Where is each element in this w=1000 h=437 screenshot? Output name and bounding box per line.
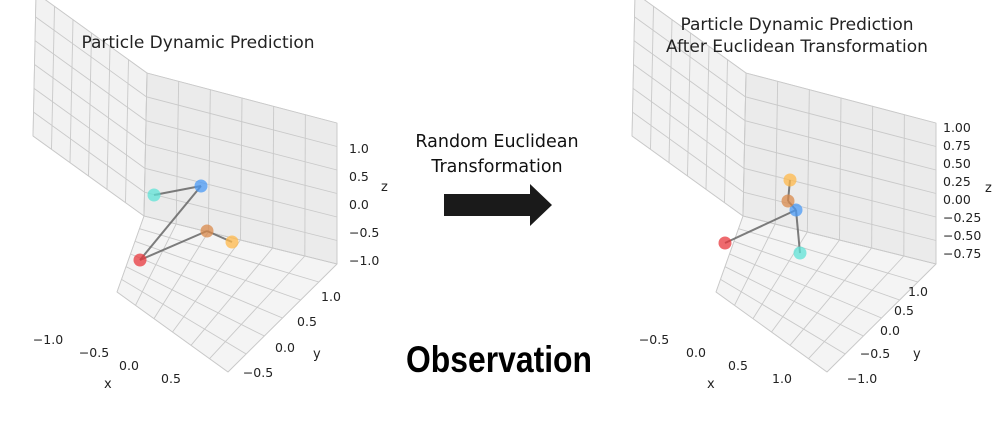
- observation-label: Observation: [406, 339, 592, 380]
- right-gridlines: [631, 0, 937, 373]
- z-tick-label: 0.25: [943, 174, 971, 189]
- left-grid-hline: [631, 135, 744, 217]
- left-grid-vline: [631, 0, 636, 137]
- transform-label: Random Euclidean Transformation: [415, 132, 578, 177]
- z-tick-label: 1.00: [943, 120, 971, 135]
- back-grid-hline: [743, 191, 937, 241]
- floor-grid-line: [826, 263, 937, 373]
- right-3d-plot: −0.5 0.0 0.5 1.0 −1.0 −0.5 0.0 0.5 1.0 −0.75 −0.50…: [631, 0, 992, 392]
- left-zlabel: z: [381, 180, 388, 195]
- z-tick-label: −0.25: [943, 210, 981, 225]
- z-tick-label: −0.75: [943, 246, 981, 261]
- right-zlabel: z: [985, 181, 992, 196]
- z-tick-label: 0.00: [943, 192, 971, 207]
- particle-edge: [795, 209, 801, 254]
- z-tick-label: 0.75: [943, 138, 971, 153]
- particle-edge: [139, 185, 202, 261]
- x-tick-label: −0.5: [79, 345, 109, 360]
- left-points: [133, 179, 239, 267]
- left-chart-title: Particle Dynamic Prediction: [81, 33, 314, 53]
- y-tick-label: 1.0: [321, 289, 341, 304]
- x-tick-label: −0.5: [639, 332, 669, 347]
- z-tick-label: 0.5: [349, 169, 369, 184]
- particle-cyan: [793, 246, 807, 260]
- floor-grid-line: [720, 278, 846, 355]
- particle-cyan: [147, 188, 161, 202]
- left-grid-hline: [632, 111, 744, 193]
- y-tick-label: 1.0: [908, 284, 928, 299]
- floor-grid-line: [715, 291, 828, 373]
- right-points: [718, 173, 807, 260]
- particle-red: [133, 253, 147, 267]
- right-chart-title: Particle Dynamic Prediction After Euclide…: [666, 15, 928, 57]
- particle-edge: [724, 209, 797, 244]
- particle-blue: [194, 179, 208, 193]
- x-tick-label: 0.0: [119, 358, 139, 373]
- y-tick-label: 0.0: [275, 340, 295, 355]
- x-tick-label: 1.0: [772, 371, 792, 386]
- x-tick-label: 0.5: [161, 371, 181, 386]
- right-xlabel: x: [707, 377, 715, 392]
- z-tick-label: −1.0: [349, 253, 379, 268]
- z-tick-label: 0.0: [349, 197, 369, 212]
- back-grid-vline: [304, 114, 306, 257]
- particle-brown: [781, 194, 795, 208]
- arrow-right-icon: [444, 184, 552, 226]
- left-xlabel: x: [104, 377, 112, 392]
- particle-red: [718, 236, 732, 250]
- left-gridlines: [32, 0, 338, 373]
- x-tick-label: 0.0: [686, 345, 706, 360]
- right-tick-labels: −0.5 0.0 0.5 1.0 −1.0 −0.5 0.0 0.5 1.0 −0.75 −0.50…: [639, 120, 982, 386]
- x-tick-label: −1.0: [33, 332, 63, 347]
- left-ylabel: y: [313, 347, 321, 362]
- y-tick-label: −1.0: [847, 371, 877, 386]
- particle-brown: [200, 224, 214, 238]
- z-tick-label: −0.50: [943, 228, 981, 243]
- left-tick-labels: −1.0−0.50.00.5 −0.50.00.51.0−1.0−0.50.00.…: [33, 141, 380, 386]
- back-grid-vline: [903, 114, 905, 257]
- z-tick-label: −0.5: [349, 225, 379, 240]
- x-tick-label: 0.5: [728, 358, 748, 373]
- particle-edge: [153, 185, 202, 196]
- y-tick-label: −0.5: [860, 346, 890, 361]
- left-axes-panes: [32, 0, 338, 373]
- right-ylabel: y: [913, 347, 921, 362]
- particle-blue: [789, 203, 803, 217]
- y-tick-label: 0.5: [297, 314, 317, 329]
- left-3d-plot: −1.0−0.50.00.5 −0.50.00.51.0−1.0−0.50.00.…: [32, 0, 388, 392]
- z-tick-label: 1.0: [349, 141, 369, 156]
- particle-orange: [225, 235, 239, 249]
- back-grid-hline: [144, 191, 338, 241]
- y-tick-label: 0.5: [894, 303, 914, 318]
- particle-edge: [139, 230, 208, 261]
- y-tick-label: 0.0: [880, 323, 900, 338]
- floor-grid-line: [121, 278, 247, 355]
- z-tick-label: 0.50: [943, 156, 971, 171]
- y-tick-label: −0.5: [243, 365, 273, 380]
- floor-grid-line: [116, 291, 229, 373]
- left-grid-hline: [33, 111, 145, 193]
- particle-orange: [783, 173, 797, 187]
- left-grid-vline: [32, 0, 37, 137]
- floor-grid-line: [227, 263, 338, 373]
- left-grid-hline: [32, 135, 145, 217]
